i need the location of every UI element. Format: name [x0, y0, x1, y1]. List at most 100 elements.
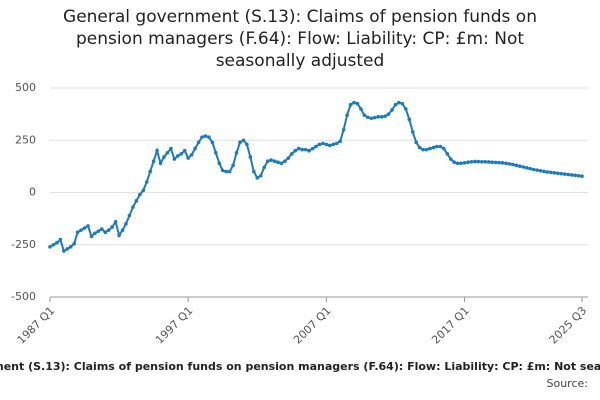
point [469, 159, 474, 164]
point [476, 159, 481, 164]
point [393, 102, 398, 107]
point [321, 141, 325, 146]
point [55, 240, 59, 245]
point [272, 159, 277, 163]
point [172, 157, 177, 161]
point [141, 188, 146, 193]
point [203, 134, 208, 138]
point [556, 171, 560, 176]
point [493, 160, 498, 165]
point [514, 163, 519, 168]
point [569, 173, 574, 177]
point [535, 168, 539, 172]
point [576, 173, 581, 178]
point [483, 159, 488, 164]
point [417, 145, 422, 150]
point [307, 148, 311, 153]
point [542, 169, 546, 174]
point [48, 245, 52, 249]
point [462, 161, 467, 165]
point [238, 140, 242, 145]
point [580, 174, 584, 178]
x-tick-label: 2007 Q1 [291, 304, 334, 347]
x-tick-label: 2025 Q3 [547, 304, 590, 347]
point [51, 242, 56, 247]
point [148, 169, 152, 174]
point [210, 140, 215, 145]
point [72, 241, 76, 246]
point [179, 152, 184, 156]
point [359, 107, 363, 111]
point [82, 226, 87, 230]
point [151, 159, 156, 163]
point [96, 229, 101, 233]
point [58, 237, 63, 242]
point [459, 161, 463, 166]
x-tick-label: 1987 Q1 [15, 304, 58, 347]
point [265, 159, 270, 163]
point [193, 146, 197, 151]
point [286, 156, 291, 160]
point [545, 170, 550, 174]
point [531, 167, 536, 172]
point [231, 163, 235, 168]
point [528, 166, 532, 171]
point [573, 173, 577, 178]
legend-entry: General government (S.13): Claims of pen… [0, 360, 600, 373]
point [562, 172, 567, 176]
point [200, 135, 204, 139]
point [234, 150, 239, 155]
point [518, 164, 522, 168]
point [442, 146, 446, 151]
point [293, 148, 298, 153]
point [158, 161, 163, 166]
point [497, 160, 501, 165]
point [410, 130, 415, 134]
x-tick-label: 1997 Q1 [153, 304, 196, 347]
point [245, 142, 249, 147]
point [162, 155, 166, 159]
point [486, 160, 491, 164]
point [414, 140, 418, 145]
point [283, 159, 287, 163]
point [511, 162, 515, 167]
source: Source: [547, 377, 589, 390]
point [338, 139, 342, 144]
line [49, 101, 583, 253]
point [366, 115, 370, 120]
point [117, 233, 121, 238]
point [500, 161, 505, 165]
x-tick-label: 2017 Q1 [429, 304, 472, 347]
point [549, 170, 553, 175]
point [100, 227, 104, 231]
y-tick-label: 500 [15, 81, 36, 94]
point [348, 102, 353, 107]
point [214, 150, 218, 155]
point [176, 154, 180, 158]
point [341, 128, 346, 132]
point [507, 162, 512, 166]
point [352, 100, 356, 105]
point [93, 231, 97, 236]
point [331, 142, 336, 147]
point [310, 146, 315, 151]
point [124, 222, 128, 226]
point [328, 143, 332, 148]
point [110, 225, 114, 229]
point [165, 150, 170, 155]
y-tick-label: 0 [29, 186, 36, 199]
point [227, 169, 232, 174]
point [559, 171, 564, 176]
y-tick-label: -500 [11, 290, 36, 303]
point [189, 153, 194, 157]
point [379, 115, 384, 119]
point [134, 199, 139, 203]
point [106, 228, 111, 232]
point [138, 192, 142, 197]
point [127, 213, 132, 218]
point [362, 113, 367, 117]
y-tick-label: -250 [11, 238, 36, 251]
point [217, 161, 222, 166]
point [224, 169, 228, 174]
point [113, 219, 118, 224]
